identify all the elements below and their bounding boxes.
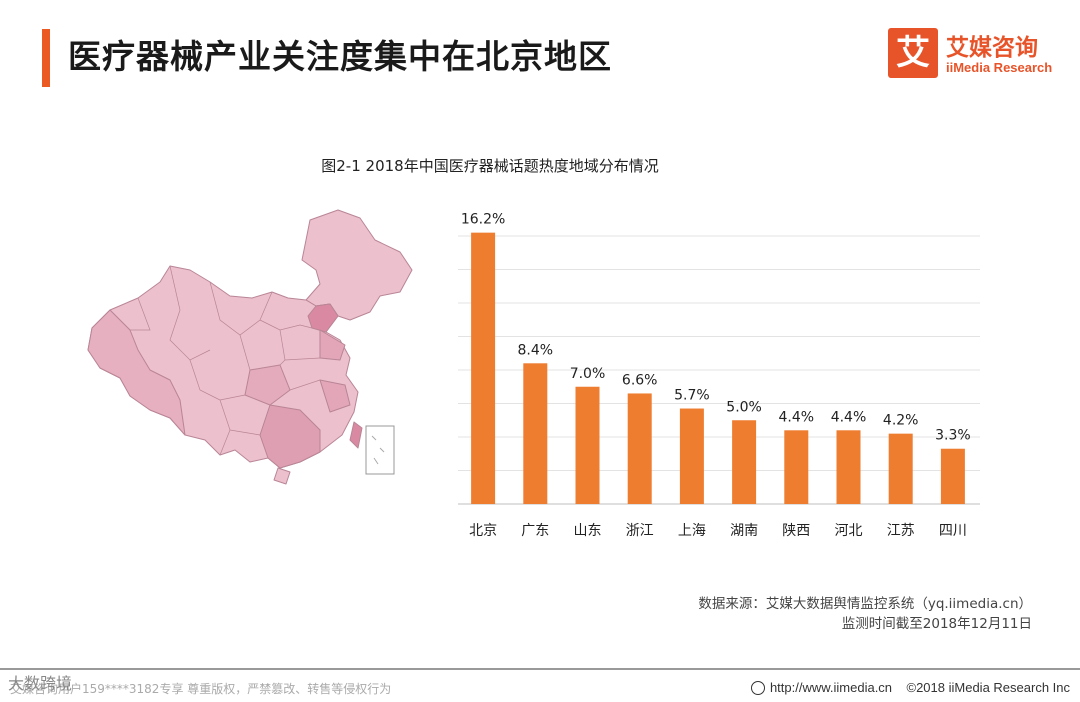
footer-watermark: 大数跨境	[8, 674, 73, 693]
page-title: 医疗器械产业关注度集中在北京地区	[68, 37, 612, 76]
data-label: 16.2%	[461, 212, 505, 228]
data-label: 6.6%	[622, 372, 658, 388]
bar-广东	[523, 363, 548, 504]
footer-copyright-notice: 艾媒咨询用户159****3182专享 尊重版权，严禁篡改、转售等侵权行为	[10, 682, 392, 696]
category-label: 浙江	[626, 523, 654, 539]
bar-湖南	[732, 420, 757, 504]
bar-chart: 16.2% 8.4% 7.0% 6.6% 5.7% 5.0% 4.4% 4.4% 4.2% 3.3…	[458, 212, 980, 539]
data-label: 3.3%	[935, 428, 971, 444]
logo-cn-text: 艾媒咨询	[946, 35, 1038, 61]
category-label: 江苏	[887, 523, 915, 539]
category-label: 广东	[521, 523, 549, 539]
footer-divider	[0, 668, 1080, 670]
category-label: 山东	[574, 523, 602, 539]
logo-en-text: iiMedia Research	[946, 60, 1053, 75]
chart-title: 图2-1 2018年中国医疗器械话题热度地域分布情况	[321, 157, 659, 175]
logo-glyph: 艾	[888, 28, 938, 78]
data-label: 4.4%	[779, 409, 815, 425]
bar-四川	[940, 448, 965, 504]
footer-url[interactable]: http://www.iimedia.cn	[769, 680, 893, 695]
bar-北京	[471, 232, 496, 504]
bar-山东	[575, 386, 600, 504]
category-label: 四川	[939, 523, 967, 539]
data-label: 5.0%	[726, 399, 762, 415]
data-label: 5.7%	[674, 388, 710, 404]
data-label: 8.4%	[518, 342, 554, 358]
bar-河北	[836, 430, 861, 504]
category-label: 上海	[678, 523, 706, 539]
globe-icon	[750, 681, 765, 695]
bar-江苏	[888, 433, 913, 504]
category-label: 陕西	[782, 523, 810, 539]
brand-logo: 艾 艾媒咨询 iiMedia Research	[888, 26, 1058, 82]
bar-陕西	[784, 430, 809, 504]
source-line-2: 监测时间截至2018年12月11日	[841, 616, 1032, 632]
data-label: 4.2%	[883, 413, 919, 429]
bar-浙江	[627, 393, 652, 504]
footer-copyright: ©2018 iiMedia Research Inc	[906, 680, 1071, 695]
data-label: 4.4%	[831, 409, 867, 425]
category-label: 湖南	[730, 523, 758, 539]
data-label: 7.0%	[570, 366, 606, 382]
china-map-icon	[87, 209, 413, 485]
category-label: 河北	[835, 523, 863, 539]
title-accent-bar	[42, 29, 50, 87]
footer-right: http://www.iimedia.cn ©2018 iiMedia Rese…	[750, 680, 1071, 695]
source-line-1: 数据来源：艾媒大数据舆情监控系统（yq.iimedia.cn）	[698, 596, 1032, 612]
category-label: 北京	[469, 523, 497, 539]
bar-上海	[679, 408, 704, 504]
source-note: 数据来源：艾媒大数据舆情监控系统（yq.iimedia.cn） 监测时间截至20…	[698, 594, 1032, 634]
